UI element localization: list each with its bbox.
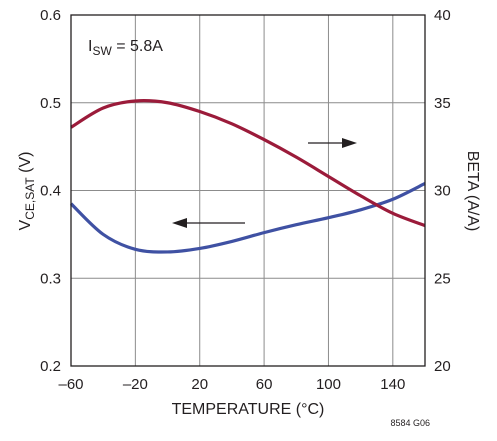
- series-line-left: [69, 182, 426, 254]
- y-right-tick-label: 20: [434, 358, 451, 375]
- svg-text:ISW = 5.8A: ISW = 5.8A: [88, 38, 163, 58]
- x-tick-label: –20: [123, 376, 148, 393]
- x-axis-label: TEMPERATURE (°C): [172, 401, 325, 418]
- arrow-left-icon: [172, 218, 245, 228]
- x-tick-label: 140: [380, 376, 405, 393]
- arrow-right-icon: [308, 138, 357, 148]
- y-left-tick-label: 0.2: [40, 358, 61, 375]
- arrows: [172, 138, 357, 228]
- series-line-right: [70, 99, 426, 228]
- y-axis-right-label: BETA (A/A): [464, 151, 481, 232]
- x-tick-label: –60: [58, 376, 83, 393]
- figure-id: 8584 G06: [390, 418, 430, 428]
- y-left-tick-label: 0.6: [40, 7, 61, 24]
- y-left-tick-label: 0.5: [40, 95, 61, 112]
- y-right-tick-label: 35: [434, 95, 451, 112]
- x-tick-label: 60: [256, 376, 273, 393]
- plot-border: [70, 14, 426, 367]
- y-axis-left-label: VCE,SAT (V): [17, 152, 37, 231]
- y-right-tick-label: 40: [434, 7, 451, 24]
- grid: [70, 15, 425, 366]
- annotation: ISW = 5.8A: [88, 38, 163, 58]
- series-layer: [69, 99, 426, 254]
- plot-frame: [70, 14, 426, 367]
- x-tick-label: 100: [316, 376, 341, 393]
- y-right-tick-label: 25: [434, 270, 451, 287]
- y-right-tick-label: 30: [434, 183, 451, 200]
- x-tick-label: 20: [191, 376, 208, 393]
- y-left-tick-label: 0.3: [40, 270, 61, 287]
- y-left-tick-label: 0.4: [40, 183, 61, 200]
- tick-labels: –60 –20 20 60 100 140 0.2 0.3 0.4 0.5 0.6 20 25 30 35 4…: [40, 7, 451, 393]
